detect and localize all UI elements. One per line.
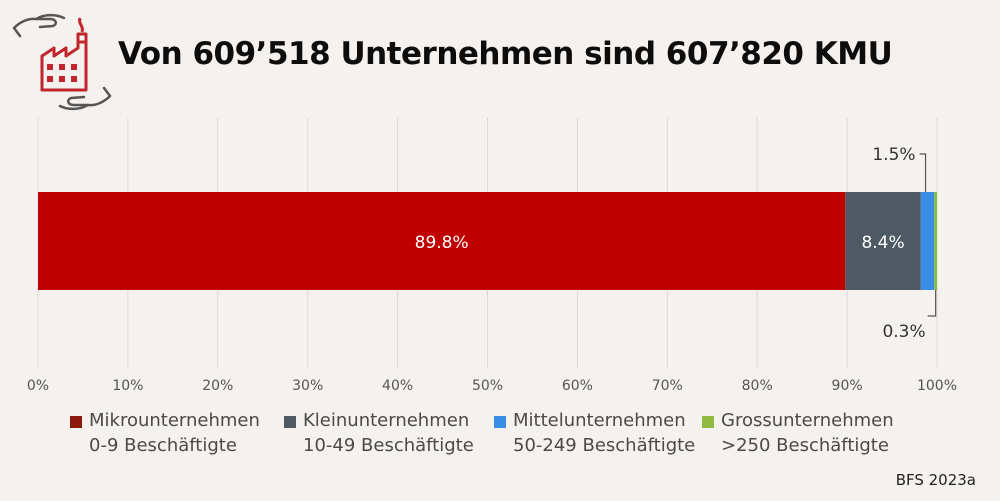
data-label: 1.5% (872, 145, 915, 165)
leader-line (919, 153, 927, 192)
legend-swatch (284, 416, 296, 428)
legend-sublabel: >250 Beschäftigte (721, 435, 889, 456)
legend-sublabel: 50-249 Beschäftigte (513, 435, 696, 456)
legend-sublabel: 0-9 Beschäftigte (89, 435, 237, 456)
x-tick-label: 30% (292, 378, 323, 394)
data-label: 0.3% (882, 322, 925, 342)
factory-hands-icon (12, 13, 112, 111)
leader-line (927, 290, 937, 317)
x-tick-label: 10% (112, 378, 143, 394)
x-tick-label: 40% (382, 378, 413, 394)
bar-segment (845, 192, 921, 290)
bar-segment (934, 192, 937, 290)
x-tick-label: 60% (562, 378, 593, 394)
data-label: 89.8% (415, 233, 469, 253)
chart-title: Von 609’518 Unternehmen sind 607’820 KMU (118, 36, 893, 72)
legend-swatch (70, 416, 82, 428)
x-tick-label: 20% (202, 378, 233, 394)
legend-swatch (494, 416, 506, 428)
legend-sublabel: 10-49 Beschäftigte (303, 435, 474, 456)
legend-swatch (702, 416, 714, 428)
data-label: 8.4% (861, 233, 904, 253)
x-tick-label: 70% (652, 378, 683, 394)
x-tick-label: 90% (832, 378, 863, 394)
x-tick-label: 50% (472, 378, 503, 394)
x-tick-label: 80% (742, 378, 773, 394)
legend-label: Grossunternehmen (721, 410, 894, 431)
legend-label: Kleinunternehmen (303, 410, 470, 431)
bar-segment (920, 192, 935, 290)
legend-label: Mikrounternehmen (89, 410, 260, 431)
legend-label: Mittelunternehmen (513, 410, 686, 431)
x-tick-label: 0% (27, 378, 49, 394)
bar-segment (38, 192, 846, 290)
source-note: BFS 2023a (895, 471, 976, 489)
x-tick-label: 100% (917, 378, 957, 394)
